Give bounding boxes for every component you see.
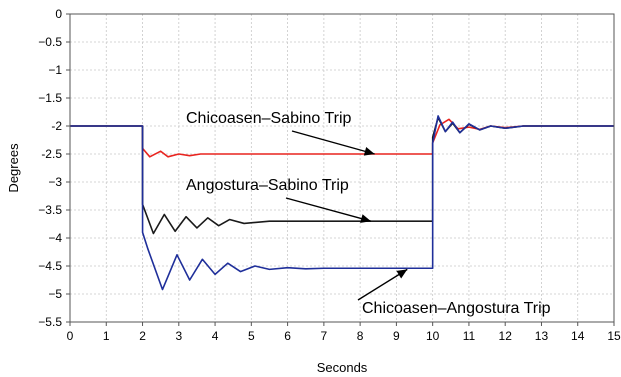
y-tick-label: −4 (48, 231, 62, 245)
annotation-arrowhead (360, 214, 372, 223)
y-tick-label: -2.5 (41, 147, 62, 161)
y-tick-label: −0.5 (38, 35, 62, 49)
y-tick-label: −3.5 (38, 203, 62, 217)
x-tick-label: 12 (499, 329, 513, 343)
y-tick-label: -2 (51, 119, 62, 133)
plot-frame (69, 13, 615, 323)
x-tick-label: 6 (284, 329, 291, 343)
x-tick-label: 5 (248, 329, 255, 343)
y-tick-label: −3 (48, 175, 62, 189)
plot-area (69, 13, 615, 323)
annotation-arrow-line (285, 197, 372, 222)
y-axis-title: Degrees (6, 143, 21, 193)
annotation-arrowhead (363, 146, 375, 156)
y-axis: 0 −0.5 −1 −1.5 -2 -2.5 −3 −3.5 −4 −4.5 −5 −5.5 (38, 7, 70, 329)
x-tick-label: 7 (321, 329, 328, 343)
x-tick-label: 8 (357, 329, 364, 343)
annotation-arrowhead (396, 269, 408, 279)
y-tick-label: −1.5 (38, 91, 62, 105)
series-layer (70, 115, 614, 291)
x-tick-label: 10 (426, 329, 440, 343)
y-tick-label: −5.5 (38, 315, 62, 329)
x-tick-label: 11 (463, 329, 476, 343)
annotation-chicoasen-angostura: Chicoasen–Angostura Trip (362, 300, 551, 317)
series-line-2 (70, 115, 614, 291)
plot-border (69, 13, 615, 323)
x-tick-label: 1 (103, 329, 110, 343)
x-axis-title: Seconds (317, 360, 368, 375)
x-tick-label: 14 (571, 329, 585, 343)
x-axis: 0 1 2 3 4 5 6 7 8 9 10 11 12 13 14 15 (67, 322, 621, 343)
x-tick-label: 9 (393, 329, 400, 343)
y-tick-label: −5 (48, 287, 62, 301)
y-tick-label: −4.5 (38, 259, 62, 273)
x-tick-label: 3 (175, 329, 182, 343)
annotation-chicoasen-sabino: Chicoasen–Sabino Trip (186, 110, 352, 127)
x-tick-label: 4 (212, 329, 219, 343)
annotations: Chicoasen–Sabino Trip Angostura–Sabino T… (186, 110, 551, 317)
x-tick-label: 15 (607, 329, 621, 343)
grid-lines (70, 14, 614, 322)
x-tick-label: 13 (535, 329, 549, 343)
annotation-angostura-sabino: Angostura–Sabino Trip (186, 177, 349, 194)
y-tick-label: 0 (55, 7, 62, 21)
y-tick-label: −1 (48, 63, 62, 77)
x-tick-label: 2 (139, 329, 146, 343)
annotation-arrow-line (291, 130, 375, 155)
x-tick-label: 0 (67, 329, 74, 343)
